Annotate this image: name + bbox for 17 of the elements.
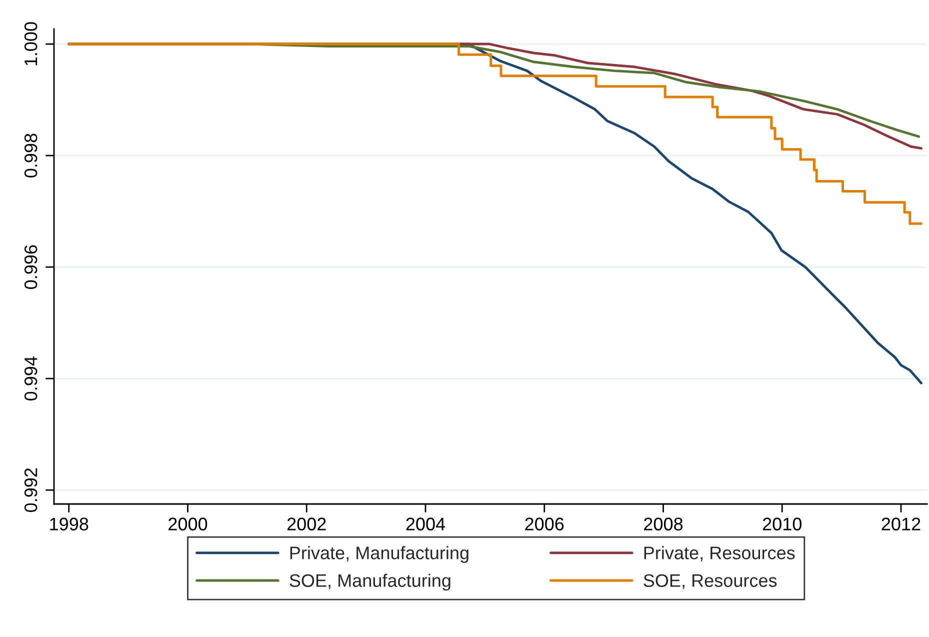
x-tick-label: 2012 xyxy=(882,518,920,530)
x-tick-label: 2008 xyxy=(644,518,683,530)
legend-label: Private, Manufacturing xyxy=(290,546,468,563)
legend-label: SOE, Manufacturing xyxy=(290,574,450,591)
x-tick-label: 2006 xyxy=(525,518,564,530)
x-tick-label: 2010 xyxy=(762,518,802,530)
y-tick-label: 0.994 xyxy=(24,356,38,400)
legend-label: Private, Resources xyxy=(644,546,795,562)
legend-label: SOE, Resources xyxy=(644,574,777,590)
y-tick-label: 0.998 xyxy=(24,134,38,178)
y-tick-label: 0.996 xyxy=(24,245,38,289)
y-tick-label: 1.000 xyxy=(24,22,38,66)
x-tick-label: 2004 xyxy=(406,518,446,530)
y-tick-label: 0.992 xyxy=(24,468,38,512)
x-tick-label: 2002 xyxy=(287,518,326,530)
x-tick-label: 2000 xyxy=(168,518,208,530)
x-tick-label: 1998 xyxy=(50,518,88,530)
